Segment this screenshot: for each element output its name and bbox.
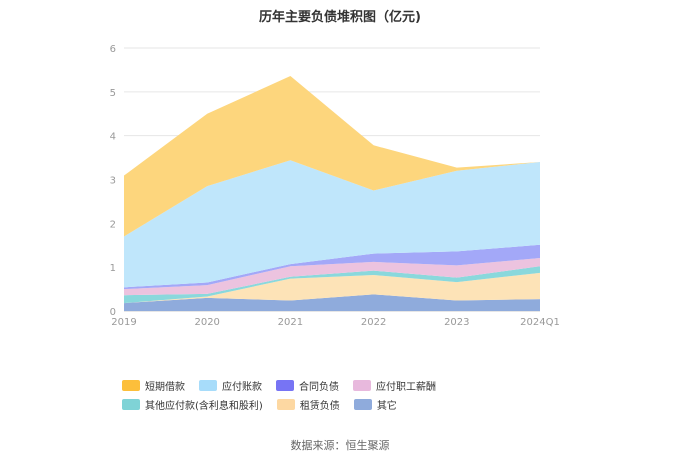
legend-label: 应付账款 (222, 382, 262, 393)
legend-item[interactable]: 短期借款 (122, 379, 185, 393)
x-tick-label: 2020 (194, 317, 219, 328)
legend-label: 其它 (376, 401, 397, 412)
y-tick-label: 1 (110, 263, 116, 274)
legend-item[interactable]: 其它 (353, 398, 397, 412)
y-tick-label: 2 (110, 219, 116, 230)
area-series-5 (124, 160, 540, 288)
legend-item[interactable]: 合同负债 (276, 379, 339, 393)
y-tick-label: 3 (110, 176, 116, 187)
chart-title: 历年主要负债堆积图（亿元) (259, 10, 421, 25)
y-tick-label: 6 (110, 44, 116, 55)
x-tick-label: 2024Q1 (520, 317, 560, 328)
data-source-note: 数据来源：恒生聚源 (290, 439, 390, 452)
x-tick-label: 2023 (444, 317, 469, 328)
legend-swatch (353, 399, 372, 410)
legend-swatch (199, 380, 217, 391)
legend-item[interactable]: 应付账款 (199, 379, 262, 393)
x-tick-label: 2022 (361, 317, 386, 328)
legend-swatch (122, 399, 140, 410)
area-series-0 (124, 294, 540, 311)
y-tick-label: 4 (110, 132, 116, 143)
legend-swatch (276, 380, 294, 391)
legend-swatch (353, 380, 371, 391)
legend-label: 应付职工薪酬 (376, 382, 436, 393)
legend-label: 其他应付款(含利息和股利) (145, 401, 263, 412)
area-series-2 (124, 266, 540, 304)
area-series-6 (124, 76, 540, 237)
legend-item[interactable]: 其他应付款(含利息和股利) (122, 398, 263, 412)
y-tick-label: 0 (110, 307, 116, 318)
area-series-4 (124, 244, 540, 290)
y-tick-label: 5 (110, 88, 116, 99)
legend-item[interactable]: 应付职工薪酬 (353, 379, 436, 393)
legend-label: 租赁负债 (299, 401, 340, 412)
legend-label: 短期借款 (145, 382, 185, 393)
x-tick-label: 2021 (278, 317, 303, 328)
x-tick-label: 2019 (111, 317, 136, 328)
area-series-1 (124, 272, 540, 304)
chart-legend: 短期借款 应付账款 合同负债 应付职工薪酬其他应付款(含利息和股利) 租赁负债 其它 (122, 379, 582, 412)
legend-swatch (276, 399, 295, 410)
legend-swatch (122, 380, 140, 391)
legend-item[interactable]: 租赁负债 (276, 398, 340, 412)
legend-label: 合同负债 (299, 382, 339, 393)
area-series-3 (124, 257, 540, 296)
